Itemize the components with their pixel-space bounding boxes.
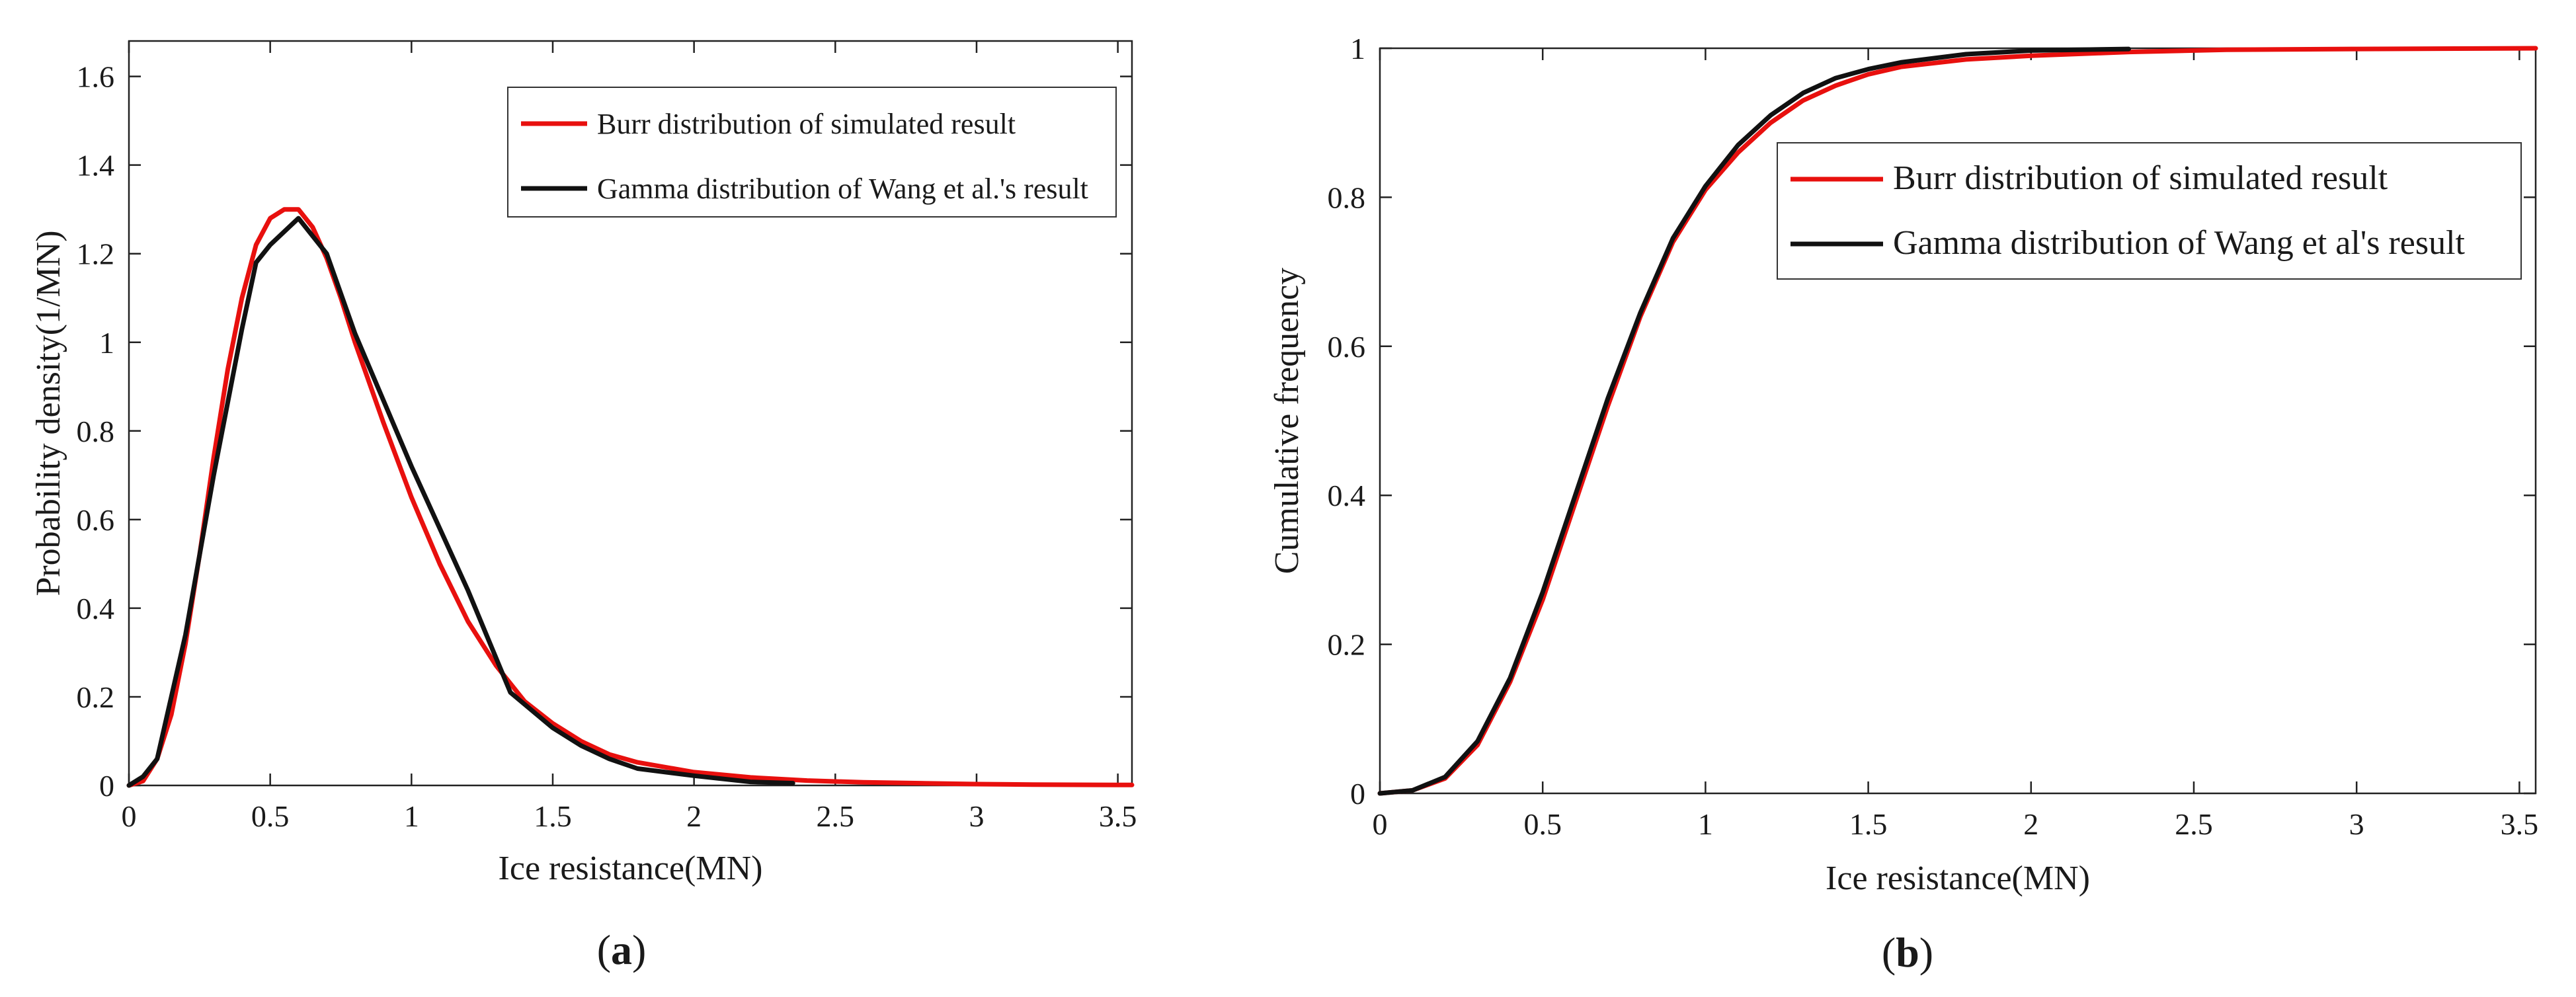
panel-label: (a) [597, 926, 647, 973]
plot-area-frame [128, 40, 1133, 787]
y-axis-label: Cumulative frequency [1268, 268, 1306, 575]
series-line-gamma [1377, 46, 2131, 796]
legend-label-gamma: Gamma distribution of Wang et al.'s resu… [597, 173, 1088, 205]
legend: Burr distribution of simulated result Gam… [507, 87, 1117, 218]
x-tick-label: 0 [1373, 807, 1388, 841]
x-tick-label: 3.5 [2501, 807, 2539, 841]
series-line-burr [126, 207, 1135, 788]
legend-label-burr: Burr distribution of simulated result [597, 108, 1016, 140]
x-tick-label: 2 [686, 799, 702, 833]
y-tick-label: 0.6 [77, 503, 115, 537]
panel-label: (b) [1882, 929, 1933, 976]
y-tick-label: 0.2 [77, 680, 115, 714]
chart-panel-b: 0 0.5 1 1.5 2 2.5 3 3.5 0 0.2 0.4 0.6 0.8 1 Ice resist… [1268, 32, 2538, 976]
series-line-gamma [126, 216, 795, 788]
x-tick-label: 0 [122, 799, 137, 833]
legend-frame [507, 87, 1117, 218]
x-tick-label: 2 [2023, 807, 2038, 841]
y-tick-label: 1.2 [77, 237, 115, 271]
x-axis-label: Ice resistance(MN) [499, 850, 763, 887]
legend-label-burr: Burr distribution of simulated result [1893, 159, 2388, 197]
y-tick-label: 1.4 [77, 149, 115, 182]
legend-frame [1777, 142, 2522, 280]
x-tick-label: 1 [404, 799, 419, 833]
y-tick-label: 0.6 [1328, 330, 1366, 364]
y-tick-label: 0 [1350, 777, 1365, 811]
y-tick-label: 1 [1350, 32, 1365, 65]
y-tick-label: 0.2 [1328, 628, 1366, 662]
legend-label-gamma: Gamma distribution of Wang et al's resul… [1893, 224, 2466, 262]
x-tick-label: 0.5 [251, 799, 290, 833]
y-tick-label: 0.8 [1328, 180, 1366, 214]
x-tick-label: 0.5 [1523, 807, 1562, 841]
x-tick-label: 1 [1698, 807, 1713, 841]
legend: Burr distribution of simulated result Gam… [1777, 142, 2522, 280]
x-tick-label: 2.5 [2175, 807, 2213, 841]
x-tick-label: 2.5 [817, 799, 855, 833]
x-tick-label: 3.5 [1099, 799, 1137, 833]
y-tick-label: 0.4 [77, 592, 115, 625]
x-tick-label: 3 [969, 799, 984, 833]
x-axis-label: Ice resistance(MN) [1826, 859, 2090, 897]
y-axis-label: Probability density(1/MN) [30, 230, 67, 596]
plot-area-frame [1379, 47, 2537, 795]
y-tick-label: 0.8 [77, 415, 115, 448]
x-tick-label: 1.5 [1849, 807, 1888, 841]
chart-panel-a: 0 0.5 1 1.5 2 2.5 3 3.5 0 0.2 0.4 0.6 0.8 1 1.2 1.4 1.6 I… [30, 40, 1137, 973]
y-tick-label: 1 [99, 326, 114, 360]
x-tick-label: 1.5 [534, 799, 572, 833]
y-tick-label: 0.4 [1328, 479, 1366, 512]
y-tick-label: 1.6 [77, 60, 115, 94]
y-tick-label: 0 [99, 769, 114, 803]
x-tick-label: 3 [2349, 807, 2364, 841]
